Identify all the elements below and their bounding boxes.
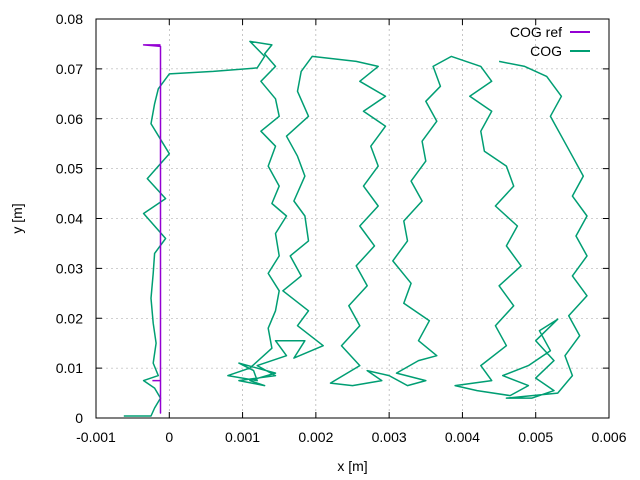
y-tick-label: 0.08: [56, 11, 83, 27]
legend-label-cog-ref: COG ref: [510, 24, 562, 40]
x-tick-label: 0.005: [518, 429, 553, 445]
y-tick-label: 0.01: [56, 360, 83, 376]
tick-labels: -0.001 0 0.001 0.002 0.003 0.004 0.005 0.006 0 0.…: [56, 11, 627, 445]
plot-frame: [95, 18, 610, 419]
x-axis-label: x [m]: [337, 458, 367, 474]
series-line-cog-ref: [142, 44, 162, 414]
y-tick-label: 0.02: [56, 310, 83, 326]
x-tick-label: 0.003: [372, 429, 407, 445]
legend-label-cog: COG: [530, 43, 562, 59]
legend: COG ref COG: [510, 24, 590, 59]
x-tick-label: 0.006: [591, 429, 626, 445]
y-tick-label: 0.04: [56, 211, 83, 227]
y-tick-label: 0: [75, 410, 83, 426]
x-tick-label: 0.004: [445, 429, 480, 445]
y-tick-label: 0.06: [56, 111, 83, 127]
x-tick-label: -0.001: [76, 429, 116, 445]
grid: [96, 19, 609, 418]
y-tick-label: 0.05: [56, 161, 83, 177]
x-tick-label: 0.001: [225, 429, 260, 445]
series-lines: [123, 40, 588, 417]
series-line-cog: [123, 40, 588, 417]
y-tick-label: 0.03: [56, 260, 83, 276]
y-axis-label: y [m]: [9, 203, 25, 233]
y-tick-label: 0.07: [56, 61, 83, 77]
x-tick-label: 0.002: [298, 429, 333, 445]
x-tick-label: 0: [165, 429, 173, 445]
